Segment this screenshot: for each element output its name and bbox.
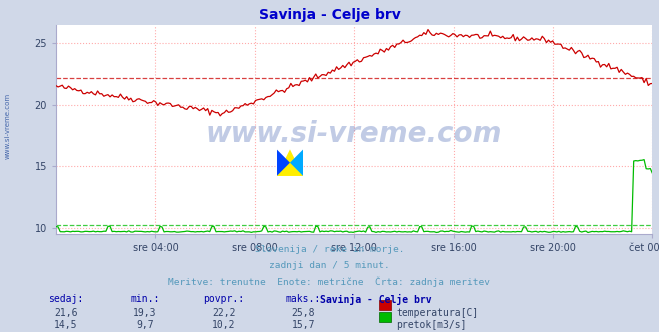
Text: Meritve: trenutne  Enote: metrične  Črta: zadnja meritev: Meritve: trenutne Enote: metrične Črta: … — [169, 277, 490, 288]
Polygon shape — [290, 149, 303, 176]
Text: pretok[m3/s]: pretok[m3/s] — [396, 320, 467, 330]
Text: zadnji dan / 5 minut.: zadnji dan / 5 minut. — [269, 261, 390, 270]
Text: maks.:: maks.: — [285, 294, 321, 304]
Text: 19,3: 19,3 — [133, 308, 157, 318]
Text: Slovenija / reke in morje.: Slovenija / reke in morje. — [255, 245, 404, 254]
Polygon shape — [277, 149, 290, 176]
Text: 22,2: 22,2 — [212, 308, 236, 318]
Text: Savinja - Celje brv: Savinja - Celje brv — [258, 8, 401, 22]
Text: 14,5: 14,5 — [54, 320, 78, 330]
Text: sedaj:: sedaj: — [48, 294, 84, 304]
Text: 21,6: 21,6 — [54, 308, 78, 318]
Text: povpr.:: povpr.: — [204, 294, 244, 304]
Text: min.:: min.: — [130, 294, 159, 304]
Text: www.si-vreme.com: www.si-vreme.com — [206, 120, 502, 148]
Text: Savinja - Celje brv: Savinja - Celje brv — [320, 294, 432, 305]
Polygon shape — [277, 149, 303, 176]
Text: 15,7: 15,7 — [291, 320, 315, 330]
Text: 10,2: 10,2 — [212, 320, 236, 330]
Text: temperatura[C]: temperatura[C] — [396, 308, 478, 318]
Text: 25,8: 25,8 — [291, 308, 315, 318]
Text: 9,7: 9,7 — [136, 320, 154, 330]
Text: www.si-vreme.com: www.si-vreme.com — [5, 93, 11, 159]
